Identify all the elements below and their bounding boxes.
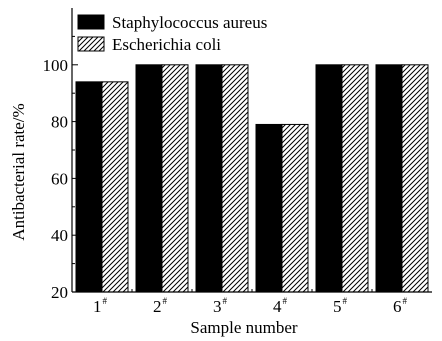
legend-label-ecoli: Escherichia coli xyxy=(112,35,221,54)
legend-label-staphylococcus: Staphylococcus aureus xyxy=(112,13,267,32)
y-tick-label-40: 40 xyxy=(51,226,68,245)
bar-staphylococcus-3 xyxy=(195,64,223,293)
bars-group xyxy=(75,64,429,293)
x-tick-label-2: 2# xyxy=(153,296,168,316)
bar-ecoli-4 xyxy=(281,123,309,293)
x-tick-label-1: 1# xyxy=(93,296,108,316)
y-tick-label-60: 60 xyxy=(51,169,68,188)
x-axis-label: Sample number xyxy=(190,318,298,337)
bar-ecoli-2 xyxy=(161,64,189,293)
bar-ecoli-5 xyxy=(341,64,369,293)
y-tick-label-100: 100 xyxy=(43,56,69,75)
legend-swatch-staphylococcus xyxy=(77,14,105,30)
bar-staphylococcus-2 xyxy=(135,64,163,293)
x-tick-label-5: 5# xyxy=(333,296,348,316)
x-tick-label-3: 3# xyxy=(213,296,228,316)
bar-staphylococcus-4 xyxy=(255,123,283,293)
y-tick-label-20: 20 xyxy=(51,283,68,302)
bar-ecoli-1 xyxy=(101,81,129,293)
y-axis-label: Antibacterial rate/% xyxy=(9,103,28,240)
y-tick-label-80: 80 xyxy=(51,113,68,132)
x-tick-label-6: 6# xyxy=(393,296,408,316)
legend-swatch-ecoli xyxy=(77,36,105,52)
axes-group: 20 40 60 80 100 1# 2# 3# 4# 5# 6# xyxy=(43,8,432,316)
x-tick-label-4: 4# xyxy=(273,296,288,316)
bar-staphylococcus-1 xyxy=(75,81,103,293)
bar-staphylococcus-6 xyxy=(375,64,403,293)
legend: Staphylococcus aureus Escherichia coli xyxy=(77,13,267,54)
bar-ecoli-6 xyxy=(401,64,429,293)
bar-ecoli-3 xyxy=(221,64,249,293)
bar-staphylococcus-5 xyxy=(315,64,343,293)
